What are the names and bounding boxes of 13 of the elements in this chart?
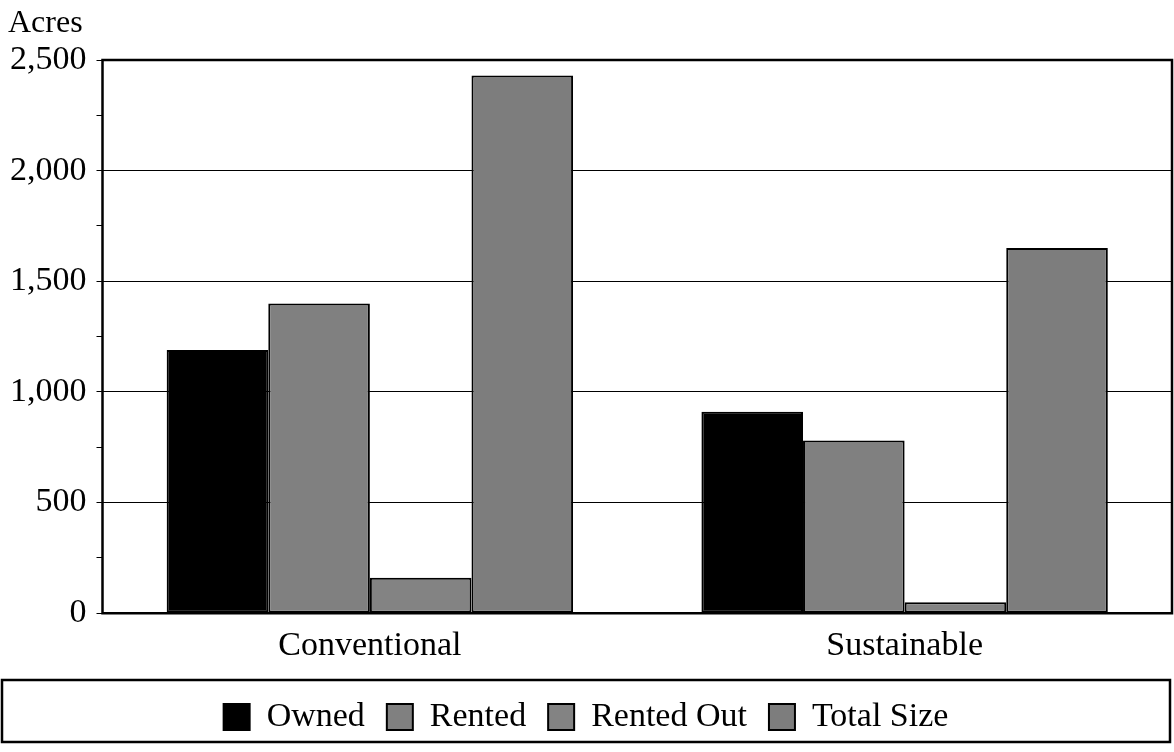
x-tick-label: Sustainable	[826, 624, 984, 662]
legend-label: Owned	[266, 695, 365, 733]
legend-label: Rented Out	[591, 695, 748, 733]
legend-label: Total Size	[811, 695, 949, 733]
y-tick-label: 500	[35, 481, 87, 519]
y-tick-label: 1,000	[10, 370, 87, 408]
y-axis-title: Acres	[8, 3, 83, 40]
y-tick-label: 0	[69, 592, 87, 630]
legend-label: Rented	[429, 695, 527, 733]
y-tick-label: 2,000	[10, 149, 87, 187]
y-tick-label: 1,500	[10, 260, 87, 298]
y-tick-label: 2,500	[10, 38, 87, 76]
x-tick-label: Conventional	[278, 624, 462, 662]
